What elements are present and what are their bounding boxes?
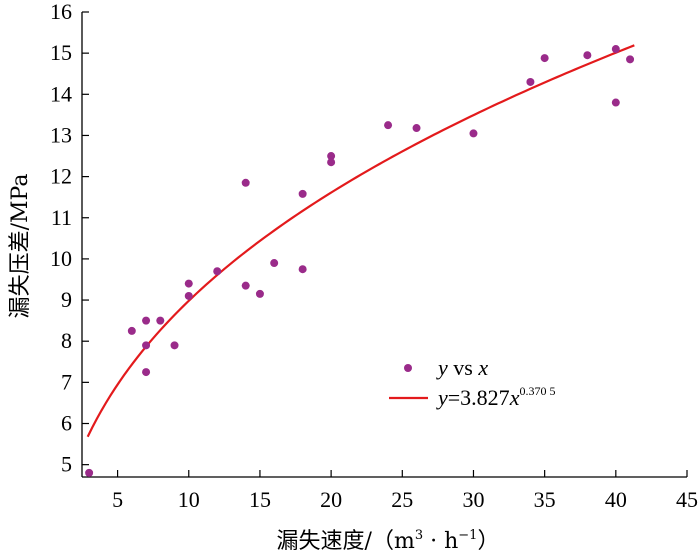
y-tick-label: 9 [61,287,72,312]
y-tick-label: 10 [50,246,72,271]
data-point [583,51,592,60]
x-axis-title-main: 漏失速度/ [277,529,373,554]
legend-fit-label: y=3.827x0.370 5 [436,384,555,410]
y-tick-label: 16 [50,0,72,24]
x-tick-label: 30 [462,487,484,512]
data-point [327,158,336,167]
data-point [142,368,151,377]
data-point [85,468,94,477]
data-point [540,54,549,63]
x-tick-label: 5 [112,487,123,512]
x-axis-unit-sup2: −1 [458,528,477,543]
x-ticks: 5 10 15 20 25 30 35 40 45 [112,470,698,512]
y-axis-title: 漏失压差/MPa [8,174,33,319]
data-point [241,178,250,187]
y-tick-label: 15 [50,40,72,65]
data-point [142,341,151,350]
x-tick-label: 40 [605,487,627,512]
data-point [184,279,193,288]
legend: y vs x y=3.827x0.370 5 [389,355,555,410]
data-point [611,45,620,54]
data-point [255,289,264,298]
y-ticks: 5 6 7 8 9 10 11 12 13 14 15 16 [50,0,89,477]
data-point [241,281,250,290]
y-tick-label: 13 [50,122,72,147]
data-point [184,291,193,300]
x-tick-label: 10 [178,487,200,512]
x-axis-unit-mid: · h [423,529,458,554]
data-point [526,77,535,86]
x-tick-label: 15 [249,487,271,512]
data-point [327,152,336,161]
x-axis-title: 漏失速度/（m3 · h−1） [277,528,500,554]
y-tick-label: 14 [50,81,72,106]
data-point [213,267,222,276]
data-point [156,316,165,325]
x-axis-unit-close: ） [477,529,499,554]
x-tick-label: 35 [534,487,556,512]
fit-curve [86,44,635,438]
data-point [298,265,307,274]
x-tick-label: 45 [676,487,698,512]
x-axis-unit-sup1: 3 [415,528,423,543]
legend-scatter-marker [404,364,412,372]
x-tick-label: 25 [391,487,413,512]
x-axis-unit-open: （m [372,529,415,554]
data-point [412,124,421,133]
data-point [298,189,307,198]
data-point [384,121,393,130]
data-point [611,98,620,107]
y-tick-label: 12 [50,164,72,189]
data-point [469,129,478,138]
data-point [626,55,635,64]
data-point [270,259,279,268]
y-tick-label: 8 [61,328,72,353]
y-tick-label: 7 [61,369,72,394]
scatter-points [85,45,635,477]
data-point [170,341,179,350]
data-point [142,316,151,325]
x-tick-label: 20 [320,487,342,512]
y-tick-label: 5 [61,452,72,477]
plot-frame [81,12,687,478]
y-tick-label: 6 [61,411,72,436]
legend-scatter-label: y vs x [436,355,488,380]
y-tick-label: 11 [51,205,72,230]
data-point [127,326,136,335]
